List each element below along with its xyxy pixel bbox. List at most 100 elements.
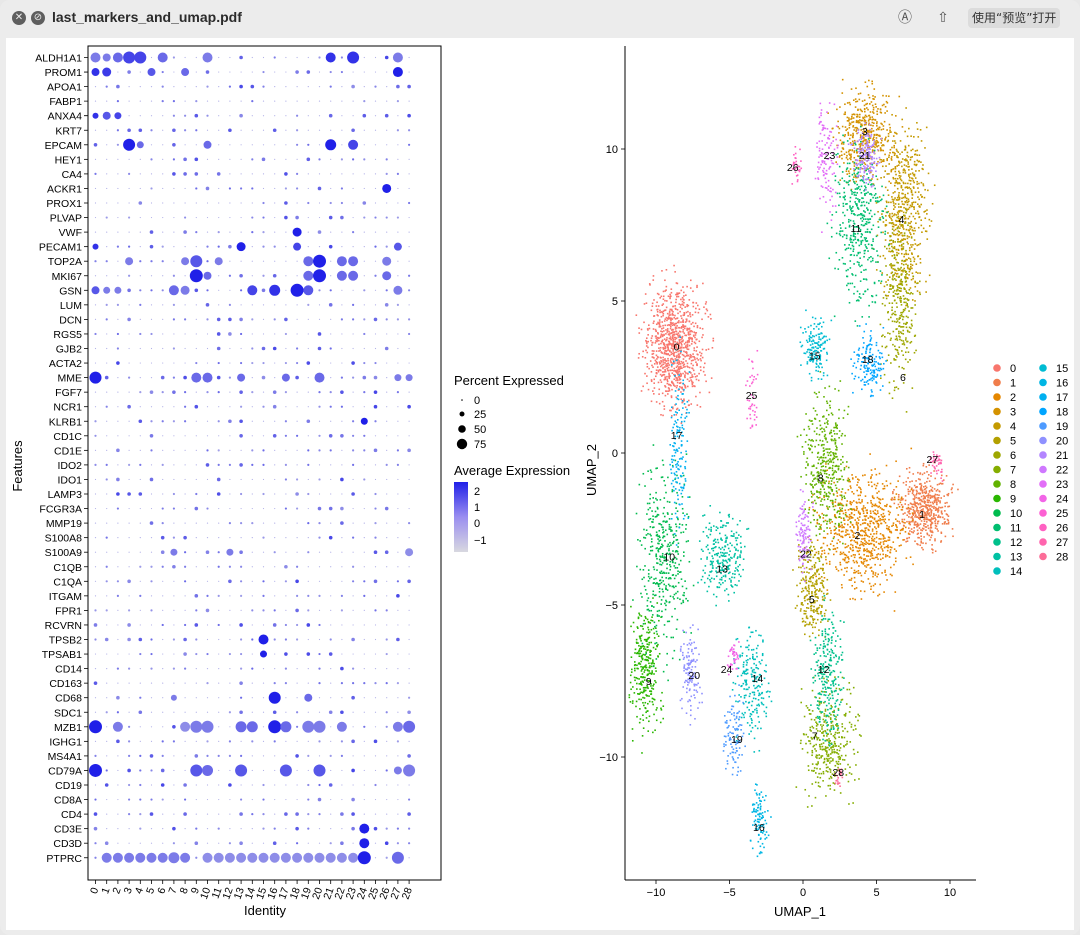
umap-point: [666, 329, 669, 332]
umap-point: [702, 282, 704, 285]
expression-dot: [229, 624, 231, 626]
expression-dot: [162, 406, 164, 408]
umap-point: [924, 523, 927, 525]
expression-dot: [352, 231, 355, 234]
umap-point: [670, 351, 673, 354]
umap-point: [870, 499, 872, 502]
umap-point: [674, 338, 676, 341]
expression-dot: [117, 202, 119, 204]
umap-point: [921, 508, 923, 511]
umap-point: [900, 247, 903, 250]
expression-dot: [116, 347, 119, 350]
expression-dot: [363, 537, 365, 539]
umap-point: [672, 331, 675, 334]
expression-dot: [269, 284, 281, 296]
umap-point: [883, 515, 886, 517]
expression-dot: [251, 463, 254, 466]
expression-dot: [173, 435, 175, 437]
umap-point: [913, 208, 915, 210]
umap-point: [645, 339, 647, 342]
expression-dot: [318, 711, 321, 713]
umap-point: [863, 134, 865, 137]
expression-dot: [296, 434, 299, 437]
markup-icon[interactable]: Ⓐ: [898, 10, 912, 26]
umap-point: [874, 512, 876, 515]
umap-point: [665, 360, 668, 362]
expression-dot: [125, 257, 134, 266]
expression-dot: [330, 333, 332, 335]
umap-point: [666, 378, 668, 381]
expression-dot: [374, 245, 377, 248]
expression-dot: [138, 201, 143, 205]
umap-point: [868, 130, 871, 132]
umap-point: [879, 541, 882, 544]
umap-point: [899, 178, 902, 181]
umap-point: [865, 527, 868, 529]
expression-dot: [352, 434, 355, 437]
umap-point: [647, 388, 650, 391]
umap-point: [912, 256, 915, 259]
umap-point: [677, 336, 680, 338]
umap-point: [890, 272, 893, 275]
umap-point: [847, 477, 850, 480]
expression-dot: [240, 609, 242, 612]
umap-point: [945, 475, 948, 477]
umap-point: [920, 140, 923, 142]
umap-point: [918, 182, 920, 185]
umap-point: [863, 99, 866, 102]
umap-point: [674, 359, 677, 362]
expression-dot: [325, 852, 336, 863]
umap-point: [885, 200, 888, 203]
umap-point: [907, 506, 910, 509]
expression-dot: [341, 697, 343, 699]
pdf-content: ALDH1A1 PROM1 APOA1 FABP1 ANXA4 KRT7 EPCAM HEY1…: [6, 38, 1074, 930]
umap-point: [873, 557, 875, 560]
expression-dot: [173, 522, 175, 524]
umap-point: [894, 233, 897, 236]
expression-dot: [128, 653, 130, 655]
open-in-preview-button[interactable]: 使用“预览”打开: [968, 8, 1061, 28]
expression-dot: [226, 548, 234, 556]
umap-point: [682, 366, 685, 368]
umap-point: [851, 121, 853, 124]
umap-point: [663, 352, 666, 355]
expression-dot: [352, 478, 354, 481]
expression-dot: [128, 566, 130, 568]
umap-point: [914, 201, 917, 204]
umap-point: [920, 489, 922, 492]
umap-point: [909, 233, 912, 236]
expression-dot: [336, 721, 347, 732]
expression-dot: [408, 638, 410, 641]
umap-point: [886, 503, 888, 506]
expression-dot: [229, 609, 231, 612]
umap-point: [871, 552, 873, 555]
umap-point: [651, 353, 654, 355]
umap-point: [846, 529, 849, 532]
umap-point: [900, 225, 902, 227]
umap-point: [677, 367, 680, 370]
expression-dot: [184, 449, 186, 451]
umap-point: [848, 126, 851, 129]
umap-point: [932, 549, 934, 551]
umap-point: [876, 482, 879, 485]
expression-dot: [184, 144, 186, 146]
disabled-icon[interactable]: ⊘: [31, 11, 45, 25]
umap-point: [893, 154, 896, 157]
umap-point: [656, 358, 658, 360]
expression-dot: [184, 202, 186, 204]
umap-point: [911, 193, 914, 196]
close-icon[interactable]: ✕: [12, 11, 26, 25]
umap-point: [871, 530, 874, 532]
umap-point: [855, 119, 858, 122]
expression-dot: [317, 332, 322, 336]
expression-dot: [330, 798, 332, 801]
umap-point: [852, 536, 855, 538]
umap-point: [896, 177, 899, 180]
umap-point: [679, 310, 681, 313]
umap-point: [651, 350, 654, 352]
expression-dot: [228, 754, 231, 758]
umap-point: [697, 311, 700, 314]
expression-dot: [296, 187, 299, 190]
expression-dot: [285, 537, 287, 539]
share-icon[interactable]: ⇧: [937, 10, 949, 26]
